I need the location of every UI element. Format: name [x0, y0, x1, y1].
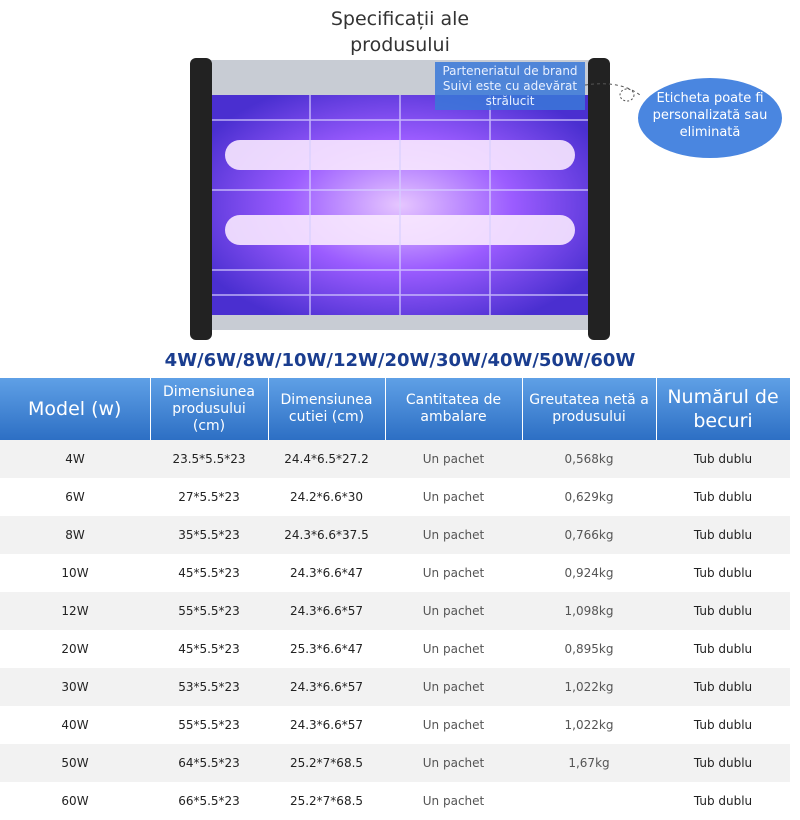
- table-row: 50W 64*5.5*23 25.2*7*68.5 Un pachet 1,67kg Tu…: [0, 744, 790, 782]
- table-row: 6W 27*5.5*23 24.2*6.6*30 Un pachet 0,629kg Tu…: [0, 478, 790, 516]
- cell: Un pachet: [385, 516, 522, 554]
- table-row: 40W 55*5.5*23 24.3*6.6*57 Un pachet 1,022kg T…: [0, 706, 790, 744]
- table-row: 20W 45*5.5*23 25.3*6.6*47 Un pachet 0,895kg T…: [0, 630, 790, 668]
- cell: 4W: [0, 440, 150, 478]
- cell: 45*5.5*23: [178, 566, 240, 580]
- table-row: 10W 45*5.5*23 24.3*6.6*47 Un pachet 0,924kg T…: [0, 554, 790, 592]
- cell: 20W: [61, 642, 89, 656]
- title: Specificații ale produsului: [330, 8, 470, 56]
- cell: 30W: [0, 668, 150, 706]
- cell: 50W: [0, 744, 150, 782]
- cell: 64*5.5*23: [150, 744, 268, 782]
- cell: 1,67kg: [522, 744, 656, 782]
- cell: 60W: [61, 794, 89, 808]
- cell: 53*5.5*23: [150, 668, 268, 706]
- cell: 24.3*6.6*57: [268, 668, 385, 706]
- cell: 0,895kg: [564, 642, 614, 656]
- cell: Un pachet: [385, 440, 522, 478]
- callout: Eticheta poate fi personalizată sau elim…: [652, 91, 768, 140]
- cell: 23.5*5.5*23: [150, 440, 268, 478]
- cell: Un pachet: [385, 592, 522, 630]
- table-row: 60W 66*5.5*23 25.2*7*68.5 Un pachet Tub dubl…: [0, 782, 790, 820]
- cell: 25.2*7*68.5: [289, 794, 364, 808]
- cell: 24.3*6.6*57: [268, 592, 385, 630]
- column-header: Model (w): [0, 378, 151, 440]
- cell: 25.2*7*68.5: [268, 744, 385, 782]
- cell: Tub dublu: [656, 440, 790, 478]
- header-row: Model (w) Dimensiunea produsului (cm) Dime…: [0, 378, 791, 440]
- cell: 1,022kg: [564, 718, 614, 732]
- column-header: Numărul de becuri: [656, 378, 791, 440]
- column-header: Dimensiunea cutiei (cm): [268, 378, 386, 440]
- page: Specificații ale produsului Parteneriatu…: [0, 8, 791, 808]
- column-header: Greutatea netă a produsului: [522, 378, 657, 440]
- cell: 55*5.5*23: [178, 718, 240, 732]
- cell: 40W: [61, 718, 89, 732]
- cell: 25.3*6.6*47: [289, 642, 364, 656]
- column-header: Dimensiunea produsului (cm): [150, 378, 269, 440]
- cell: Tub dublu: [693, 642, 753, 656]
- cell: Tub dublu: [693, 490, 753, 504]
- cell: 0,568kg: [522, 440, 656, 478]
- cell: [522, 782, 656, 820]
- cell: Tub dublu: [656, 668, 790, 706]
- cell: 55*5.5*23: [150, 592, 268, 630]
- cell: 24.3*6.6*47: [289, 566, 364, 580]
- cell: 12W: [0, 592, 150, 630]
- spec-table: Model (w) Dimensiunea produsului (cm) Dime…: [0, 378, 791, 820]
- cell: Un pachet: [422, 794, 485, 808]
- table-row: 12W 55*5.5*23 24.3*6.6*57 Un pachet 1,098kg T…: [0, 592, 790, 630]
- cell: Tub dublu: [693, 794, 753, 808]
- cell: 6W: [65, 490, 85, 504]
- cell: Un pachet: [385, 744, 522, 782]
- cell: 0,924kg: [564, 566, 614, 580]
- cell: 24.3*6.6*57: [289, 718, 364, 732]
- cell: Un pachet: [385, 668, 522, 706]
- cell: Un pachet: [422, 490, 485, 504]
- cell: Tub dublu: [656, 592, 790, 630]
- cell: 1,022kg: [522, 668, 656, 706]
- cell: Tub dublu: [656, 516, 790, 554]
- cell: Tub dublu: [693, 566, 753, 580]
- cell: Un pachet: [422, 566, 485, 580]
- cell: 45*5.5*23: [178, 642, 240, 656]
- table-row: 8W 35*5.5*23 24.3*6.6*37.5 Un pachet 0,766kg…: [0, 516, 790, 554]
- cell: 1,098kg: [522, 592, 656, 630]
- wattages: 4W/6W/8W/10W/12W/20W/30W/40W/50W/60W: [164, 350, 636, 371]
- cell: 24.3*6.6*37.5: [268, 516, 385, 554]
- column-header: Cantitatea de ambalare: [385, 378, 523, 440]
- cell: Tub dublu: [693, 718, 753, 732]
- cell: 8W: [0, 516, 150, 554]
- brand-label: Parteneriatul de brand Suivi este cu ade…: [442, 64, 578, 108]
- cell: 35*5.5*23: [150, 516, 268, 554]
- product-image: [190, 58, 782, 340]
- cell: 10W: [61, 566, 89, 580]
- cell: 66*5.5*23: [178, 794, 240, 808]
- cell: 0,629kg: [564, 490, 614, 504]
- cell: Un pachet: [422, 642, 485, 656]
- cell: Un pachet: [422, 718, 485, 732]
- table-row: 4W 23.5*5.5*23 24.4*6.5*27.2 Un pachet 0,568…: [0, 440, 790, 478]
- cell: 27*5.5*23: [178, 490, 240, 504]
- cell: 0,766kg: [522, 516, 656, 554]
- cell: 24.4*6.5*27.2: [268, 440, 385, 478]
- cell: 24.2*6.6*30: [289, 490, 364, 504]
- cell: Tub dublu: [656, 744, 790, 782]
- table-row: 30W 53*5.5*23 24.3*6.6*57 Un pachet 1,022kg T…: [0, 668, 790, 706]
